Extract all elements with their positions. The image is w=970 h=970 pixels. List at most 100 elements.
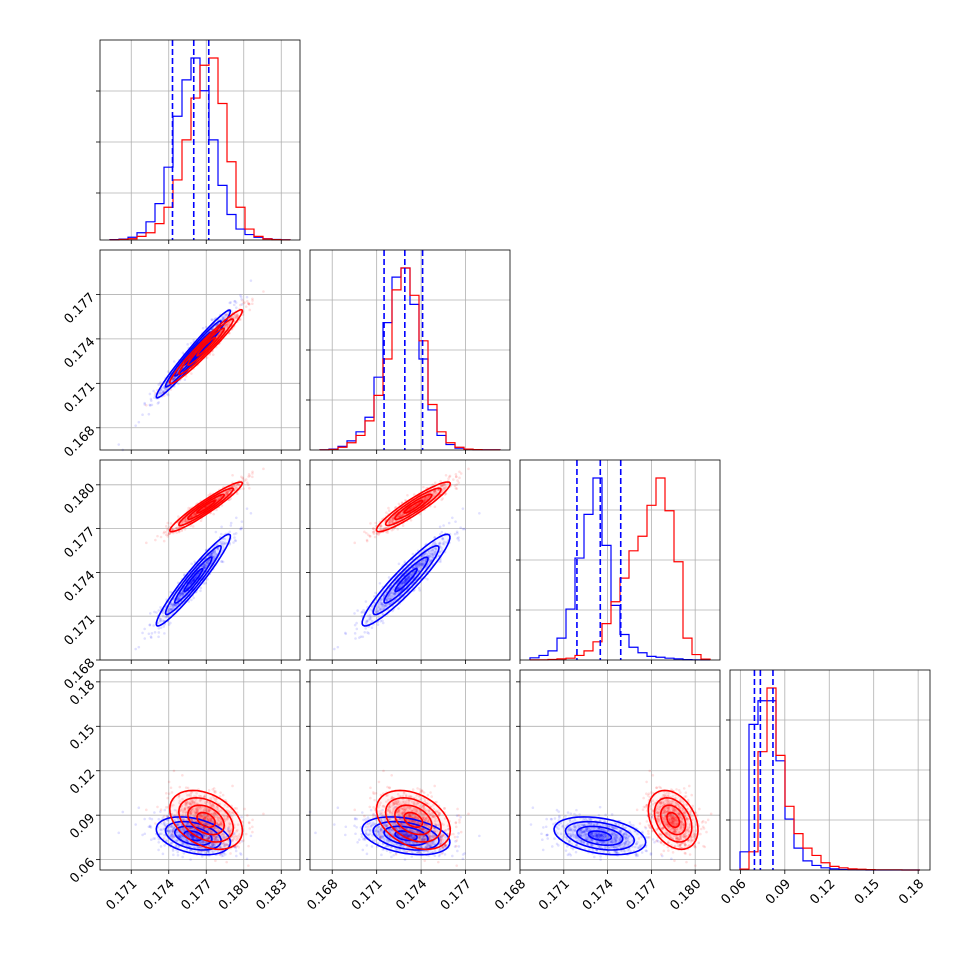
scatter-point [224, 541, 227, 545]
scatter-point [224, 313, 228, 317]
scatter-point [172, 377, 175, 380]
scatter-point [363, 631, 367, 634]
scatter-point [235, 306, 238, 309]
scatter-point [221, 316, 224, 319]
scatter-point [159, 535, 163, 539]
scatter-point [378, 581, 382, 585]
scatter-point [153, 811, 156, 814]
scatter-point [214, 552, 218, 556]
scatter-point [387, 576, 391, 579]
scatter-point [143, 401, 146, 405]
scatter-point [242, 487, 245, 490]
scatter-point [152, 389, 155, 393]
scatter-point [354, 637, 357, 640]
scatter-point [157, 631, 161, 634]
scatter-point [171, 378, 175, 381]
scatter-point [150, 403, 154, 407]
scatter-point [212, 555, 215, 559]
scatter-point [379, 619, 383, 623]
scatter-point [353, 541, 357, 545]
scatter-point [246, 299, 249, 303]
scatter-point [241, 313, 245, 316]
scatter-point [448, 474, 452, 478]
scatter-point [220, 532, 223, 536]
scatter-point [210, 318, 214, 322]
scatter-point [433, 541, 437, 544]
scatter-point [177, 382, 180, 386]
scatter-point [165, 525, 168, 528]
scatter-point [213, 550, 217, 554]
scatter-point [376, 605, 380, 609]
scatter-point [247, 483, 250, 486]
scatter-point [186, 343, 189, 346]
scatter-point [457, 539, 461, 542]
scatter-point [171, 603, 175, 606]
scatter-point [141, 631, 144, 635]
scatter-point [166, 521, 169, 525]
scatter-point [156, 534, 159, 538]
scatter-point [361, 635, 365, 639]
scatter-point [447, 521, 451, 525]
scatter-point [157, 627, 161, 630]
scatter-point [369, 522, 372, 525]
scatter-point [239, 303, 242, 307]
scatter-point [235, 317, 238, 320]
scatter-point [181, 351, 185, 355]
scatter-point [134, 647, 137, 651]
scatter-point [211, 353, 215, 356]
scatter-point [444, 473, 448, 477]
contour-fill [670, 817, 676, 823]
scatter-point [209, 492, 212, 496]
scatter-point [234, 539, 238, 543]
scatter-point [164, 615, 167, 619]
scatter-point [228, 530, 232, 534]
scatter-point [149, 635, 153, 638]
scatter-point [240, 303, 244, 306]
scatter-point [441, 536, 444, 540]
scatter-point [221, 541, 225, 544]
scatter-point [370, 626, 374, 630]
scatter-point [168, 605, 172, 609]
scatter-point [157, 401, 161, 404]
scatter-point [175, 603, 178, 607]
scatter-point [376, 609, 380, 613]
scatter-point [203, 563, 207, 567]
scatter-point [165, 615, 168, 619]
scatter-point [226, 323, 230, 326]
scatter-point [188, 582, 192, 586]
scatter-point [378, 600, 382, 604]
scatter-point [362, 608, 365, 612]
scatter-point [147, 632, 151, 636]
scatter-point [239, 475, 243, 479]
scatter-point [245, 857, 249, 861]
scatter-point [189, 342, 193, 345]
scatter-point [379, 524, 383, 528]
scatter-point [233, 299, 237, 303]
scatter-point [137, 420, 141, 424]
scatter-point [159, 619, 162, 623]
scatter-point [220, 560, 223, 563]
scatter-point [251, 302, 254, 306]
scatter-point [397, 562, 401, 566]
scatter-point [180, 592, 184, 596]
scatter-point [163, 387, 167, 391]
scatter-point [195, 575, 198, 578]
scatter-point [141, 833, 144, 837]
scatter-point [213, 549, 217, 553]
scatter-point [235, 315, 238, 318]
scatter-point [184, 375, 188, 378]
scatter-point [190, 580, 194, 583]
scatter-point [453, 532, 457, 536]
scatter-point [161, 390, 165, 394]
scatter-point [204, 325, 208, 329]
scatter-point [221, 316, 225, 320]
scatter-point [205, 564, 208, 567]
scatter-point [171, 605, 175, 609]
scatter-point [159, 381, 162, 385]
scatter-point [439, 479, 442, 483]
scatter-point [158, 617, 162, 621]
scatter-point [165, 528, 169, 532]
scatter-point [397, 607, 400, 610]
scatter-point [369, 618, 372, 621]
scatter-point [388, 509, 391, 513]
